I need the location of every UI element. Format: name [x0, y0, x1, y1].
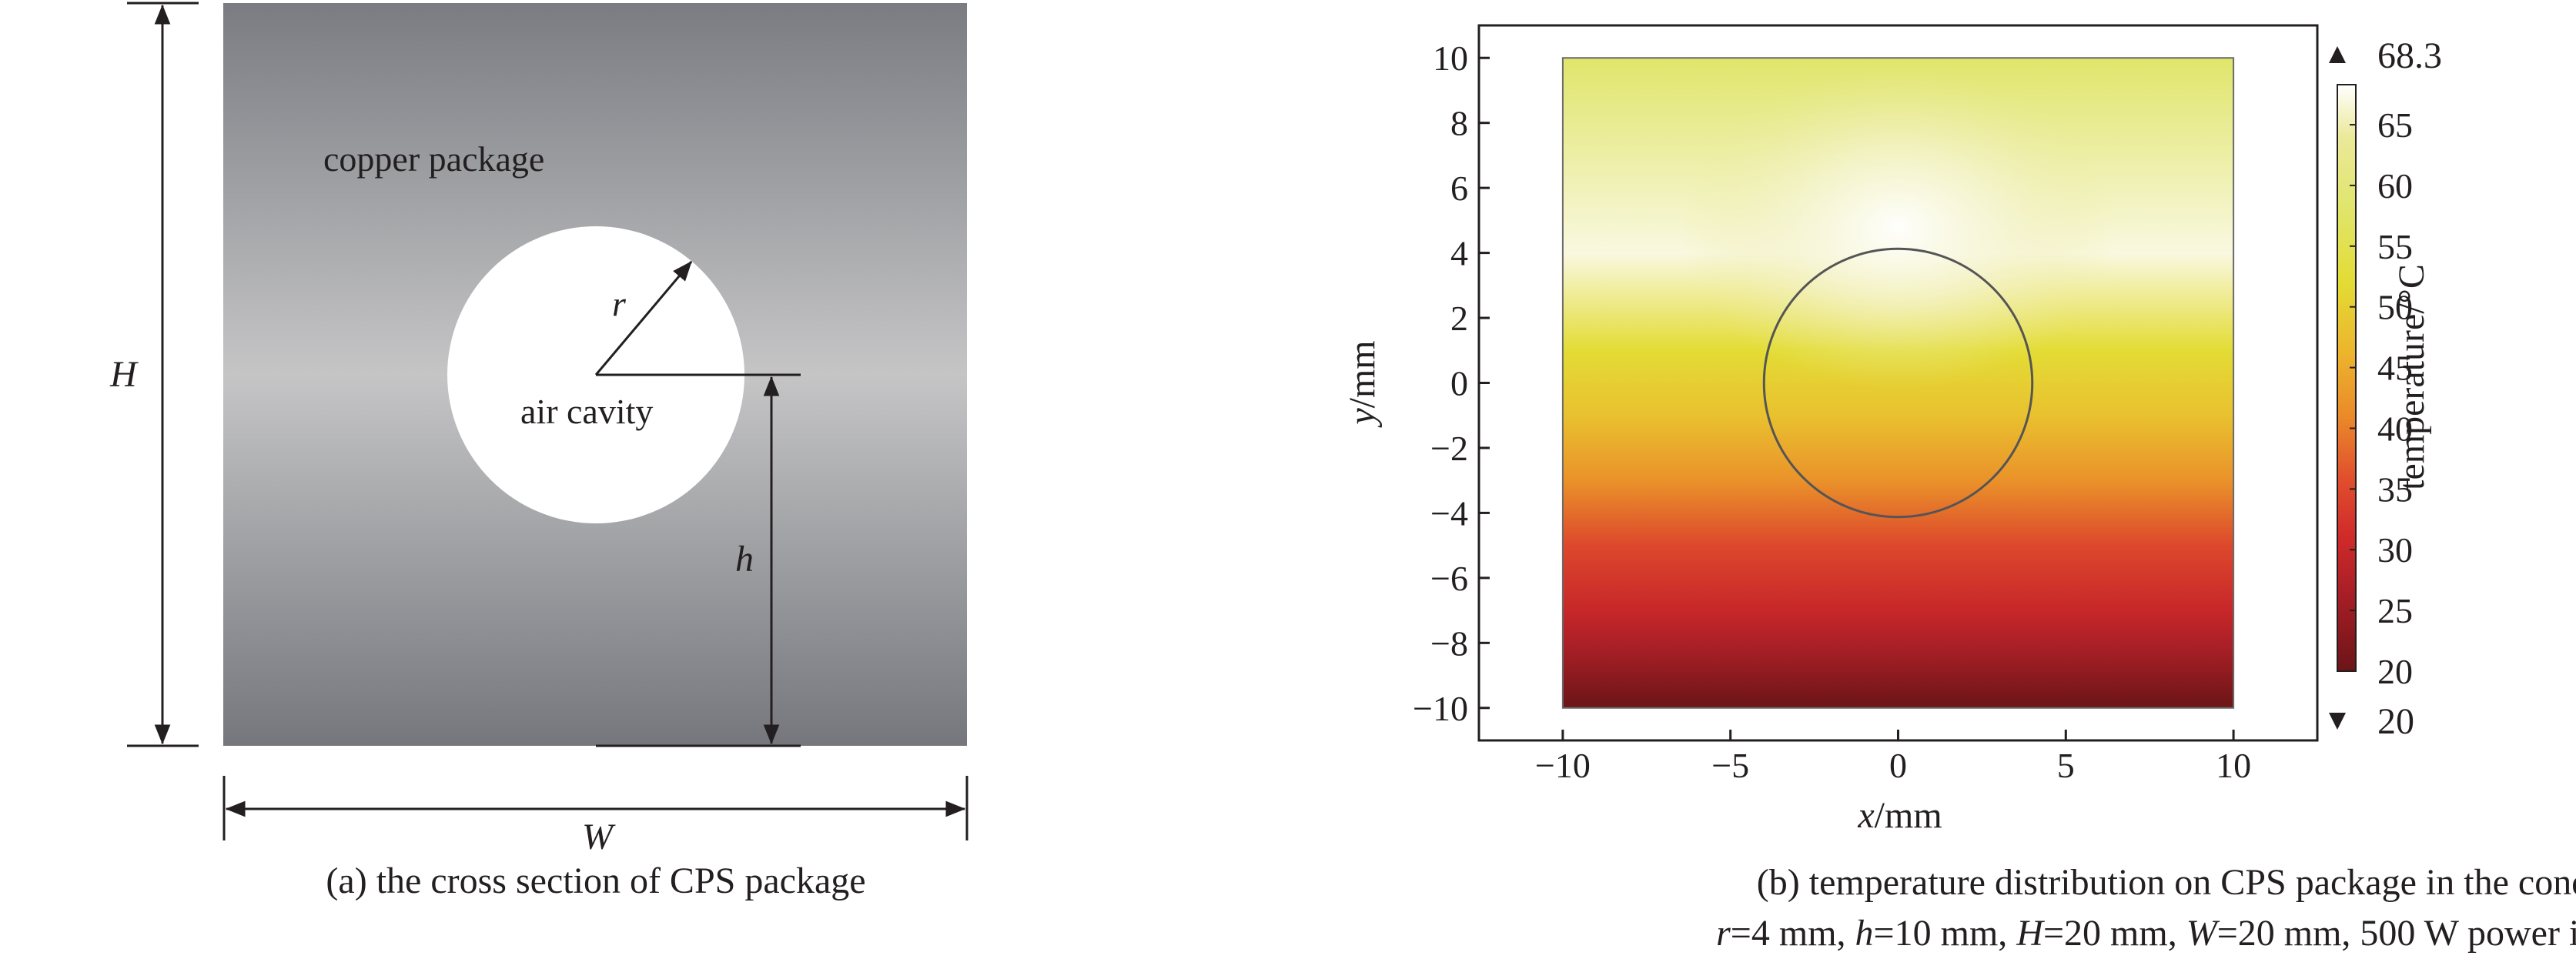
colorbar-ramp [2337, 84, 2357, 672]
y-tick-label: 8 [1450, 104, 1468, 143]
x-axis-label: x/mm [1857, 795, 1942, 836]
caption-b-line2: r=4 mm, h=10 mm, H=20 mm, W=20 mm, 500 W… [1716, 913, 2576, 954]
colorbar-max-triangle-icon [2329, 46, 2346, 63]
y-tick-label: −2 [1430, 429, 1468, 468]
y-axis-label: y/mm [1342, 340, 1383, 428]
y-tick-label: 4 [1450, 234, 1468, 273]
colorbar: 65 60 55 50 45 40 35 30 25 20 68.3 20 temperature… [2329, 35, 2442, 742]
colorbar-min-triangle-icon [2329, 713, 2346, 730]
y-tick-label: 6 [1450, 169, 1468, 208]
domain-border [1561, 57, 2235, 709]
cavity-outline [1762, 247, 2034, 519]
colorbar-tick-label: 45 [2377, 349, 2413, 388]
label-r: r [612, 284, 627, 323]
label-W: W [582, 817, 616, 857]
x-tick-label: −5 [1711, 746, 1749, 785]
colorbar-title: temperature/°C [2391, 264, 2432, 490]
y-tick-label: 10 [1433, 38, 1468, 78]
y-tick-label: 0 [1450, 364, 1468, 403]
y-tick-label: −10 [1413, 689, 1468, 728]
colorbar-max-label: 68.3 [2377, 35, 2442, 76]
colorbar-tick-label: 60 [2377, 166, 2413, 206]
colorbar-tick-label: 55 [2377, 227, 2413, 266]
colorbar-ticks: 65 60 55 50 45 40 35 30 25 20 [2350, 105, 2413, 691]
x-tick-label: 10 [2216, 746, 2251, 785]
colorbar-tick-label: 40 [2377, 409, 2413, 448]
x-axis: −10 −5 0 5 10 [1535, 730, 2251, 785]
x-tick-label: 0 [1889, 746, 1907, 785]
label-H: H [109, 354, 139, 395]
label-copper-package: copper package [323, 139, 544, 179]
colorbar-tick-label: 30 [2377, 530, 2413, 570]
caption-a: (a) the cross section of CPS package [326, 860, 865, 901]
x-tick-label: 5 [2057, 746, 2075, 785]
label-h: h [735, 539, 754, 580]
colorbar-tick-label: 65 [2377, 105, 2413, 145]
y-tick-label: −8 [1430, 623, 1468, 663]
y-tick-label: 2 [1450, 299, 1468, 338]
caption-b-line1: (b) temperature distribution on CPS pack… [1757, 862, 2576, 903]
heatmap [1562, 58, 2234, 708]
y-tick-label: −4 [1430, 493, 1468, 533]
colorbar-tick-label: 35 [2377, 469, 2413, 509]
colorbar-min-label: 20 [2377, 701, 2414, 742]
radius-arrow [594, 261, 693, 376]
x-tick-label: −10 [1535, 746, 1591, 785]
heatmap-hotspot [1680, 64, 2116, 389]
colorbar-tick-label: 25 [2377, 591, 2413, 630]
panel-a: copper package air cavity r h H W (a) th… [109, 2, 969, 901]
colorbar-tick-label: 20 [2377, 652, 2413, 691]
y-axis: 10 8 6 4 2 0 −2 −4 −6 −8 −10 [1413, 38, 1490, 728]
y-tick-label: −6 [1430, 559, 1468, 598]
colorbar-tick-label: 50 [2377, 288, 2413, 327]
label-air-cavity: air cavity [520, 392, 653, 431]
